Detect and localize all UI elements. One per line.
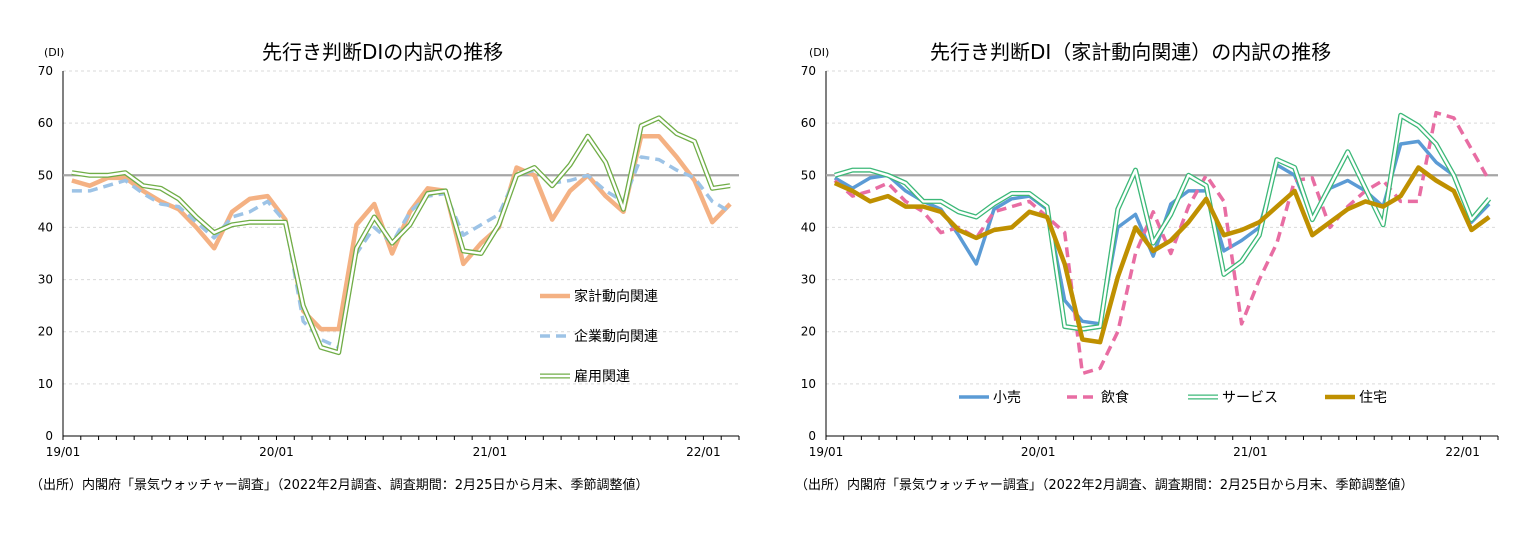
x-tick-label: 21/01 xyxy=(473,445,508,459)
chart-title: 先行き判断DIの内訳の推移 xyxy=(262,40,504,64)
legend-item: 雇用関連 xyxy=(540,368,630,385)
line-chart: 0 10 20 30 40 50 60 70 19/01 20/01 21/01 22/01 小売 飲食 サ… xyxy=(801,64,1499,459)
y-tick-label: 0 xyxy=(45,429,53,443)
series-line-inner xyxy=(834,114,1491,331)
x-tick-label: 21/01 xyxy=(1233,445,1268,459)
y-unit-label: (DI) xyxy=(809,46,830,59)
x-tick-label: 20/01 xyxy=(1021,445,1056,459)
series-line xyxy=(833,165,1491,345)
x-tick-label: 19/01 xyxy=(46,445,81,459)
y-tick-label: 10 xyxy=(38,377,53,391)
y-tick-label: 10 xyxy=(801,377,816,391)
legend-item: 住宅 xyxy=(1325,390,1387,406)
series-e382b5e383bce38393e382b9 xyxy=(834,112,1492,332)
series-line-inner xyxy=(71,116,731,354)
y-tick-label: 0 xyxy=(808,429,816,443)
y-unit-label: (DI) xyxy=(44,46,65,59)
legend-label: 雇用関連 xyxy=(574,368,630,385)
y-tick-label: 30 xyxy=(38,273,53,287)
x-tick-label: 20/01 xyxy=(259,445,294,459)
legend-item: 家計動向関連 xyxy=(540,288,658,305)
source-note: （出所）内閣府「景気ウォッチャー調査」（2022年2月調査、調査期間：2月25日… xyxy=(30,478,649,493)
y-tick-label: 20 xyxy=(38,325,53,339)
y-tick-label: 60 xyxy=(801,116,816,130)
y-tick-label: 50 xyxy=(801,168,816,182)
y-tick-label: 50 xyxy=(38,168,53,182)
chart-title: 先行き判断DI（家計動向関連）の内訳の推移 xyxy=(930,40,1332,64)
chart-panel-household-business-employment: 先行き判断DIの内訳の推移 (DI) 0 10 20 30 40 50 60 70 19/01 2… xyxy=(0,0,765,537)
legend-label: 飲食 xyxy=(1101,389,1129,406)
series-e9a3b2e9a39f xyxy=(833,110,1491,376)
legend-label: 企業動向関連 xyxy=(574,328,658,345)
source-note: （出所）内閣府「景気ウォッチャー調査」（2022年2月調査、調査期間：2月25日… xyxy=(795,478,1414,493)
y-tick-label: 40 xyxy=(801,220,816,234)
legend-item: サービス xyxy=(1188,390,1278,406)
y-tick-label: 30 xyxy=(801,273,816,287)
line-chart: 0 10 20 30 40 50 60 70 19/01 20/01 21/01 22/01 家計動向関… xyxy=(38,64,740,459)
legend-label: 住宅 xyxy=(1359,390,1387,406)
series-e4bd8fe5ae85 xyxy=(833,165,1491,345)
legend-item: 飲食 xyxy=(1067,389,1129,406)
series-line xyxy=(71,155,731,350)
y-tick-label: 40 xyxy=(38,220,53,234)
y-tick-label: 70 xyxy=(38,64,53,78)
legend-item: 企業動向関連 xyxy=(540,328,658,345)
y-tick-label: 60 xyxy=(38,116,53,130)
y-tick-label: 70 xyxy=(801,64,816,78)
x-tick-label: 19/01 xyxy=(809,445,844,459)
legend-label: 家計動向関連 xyxy=(574,288,658,305)
chart-panel-household-breakdown: 先行き判断DI（家計動向関連）の内訳の推移 (DI) 0 10 20 30 40 50 60… xyxy=(765,0,1531,537)
y-tick-label: 20 xyxy=(801,325,816,339)
series-e99b87e794a8e996a2e980a3 xyxy=(71,115,731,356)
x-tick-label: 22/01 xyxy=(1445,445,1480,459)
legend-label: 小売 xyxy=(993,390,1021,406)
x-tick-label: 22/01 xyxy=(686,445,721,459)
series-e4bc81e6a5ade58b95e59091e996a2e980a3 xyxy=(71,155,731,350)
series-line xyxy=(833,110,1491,376)
legend-label: サービス xyxy=(1222,390,1278,406)
legend-item: 小売 xyxy=(959,390,1021,406)
